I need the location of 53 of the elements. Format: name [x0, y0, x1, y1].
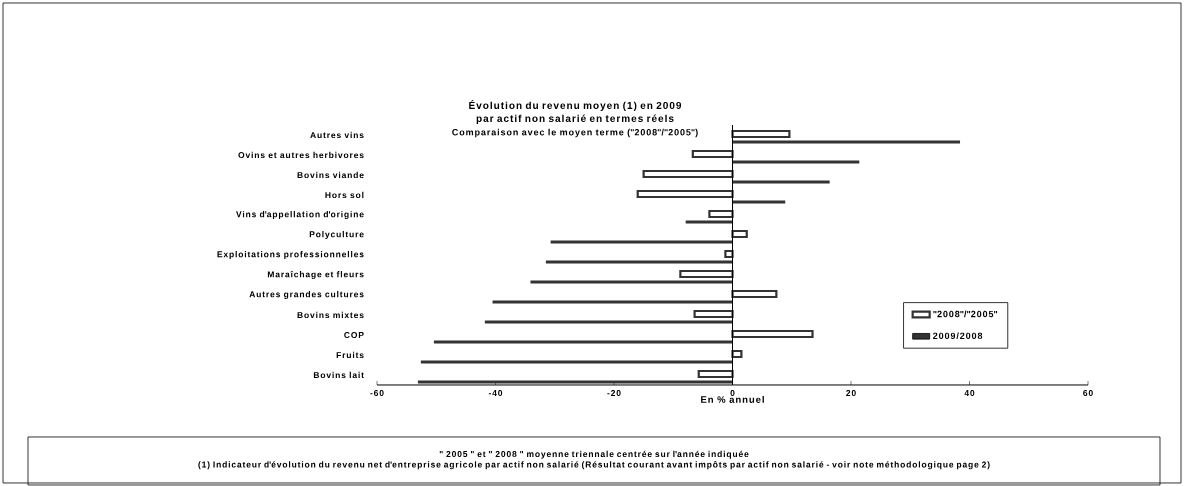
bar: [732, 200, 786, 204]
bar: [530, 280, 733, 284]
bar: [724, 249, 734, 259]
bar: [433, 340, 733, 344]
bar: [642, 169, 734, 179]
x-tick-label: 40: [964, 390, 975, 397]
bar: [679, 269, 734, 279]
bar: [636, 189, 734, 199]
bar: [708, 209, 734, 219]
y-tick-label: Fruits: [336, 351, 364, 359]
bar: [417, 380, 733, 384]
x-tick-label: -20: [607, 390, 621, 397]
x-tick-label: 60: [1083, 390, 1093, 397]
bar: [731, 349, 743, 359]
y-tick-label: Exploitations professionnelles: [217, 251, 364, 259]
chart-subtitle: Comparaison avec le moyen terme ("2008"/"2005"): [452, 128, 698, 138]
bar: [732, 160, 860, 164]
x-axis-title: En % annuel: [701, 395, 764, 403]
y-tick-label: Bovins mixtes: [297, 311, 364, 319]
bar: [731, 129, 791, 139]
y-tick-label: Autres grandes cultures: [249, 291, 364, 299]
legend-label: "2008"/"2005": [933, 310, 998, 318]
x-tick-label: 0: [730, 390, 735, 397]
bar: [550, 240, 733, 244]
y-tick-label: Ovins et autres herbivores: [238, 151, 364, 159]
y-tick-label: COP: [344, 331, 364, 338]
bar: [484, 320, 733, 324]
x-tick-label: -60: [370, 390, 384, 397]
bar: [693, 309, 734, 319]
bar: [545, 260, 733, 264]
bar: [731, 289, 778, 299]
bar: [731, 329, 814, 339]
bar: [732, 180, 830, 184]
y-tick-label: Maraîchage et fleurs: [267, 270, 364, 280]
bar: [691, 149, 734, 159]
x-tick-label: -40: [488, 390, 503, 397]
y-tick-label: Vins d'appellation d'origine: [236, 211, 364, 219]
legend-label: 2009/2008: [933, 332, 983, 340]
bar: [731, 229, 748, 239]
y-tick-label: Autres vins: [310, 131, 364, 139]
text: " 2005 " et " 2008 " moyenne triennale centrée sur l'année indiquée: [439, 450, 749, 459]
chart-title: Évolution du revenu moyen (1) en 2009 par actif non salarié en termes réels: [469, 100, 682, 124]
y-tick-label: Hors sol: [325, 191, 364, 199]
bar: [492, 300, 733, 304]
y-tick-label: Polyculture: [309, 231, 364, 239]
x-tick-label: 20: [846, 390, 856, 397]
y-tick-label: Bovins viande: [297, 171, 364, 179]
text: (1) Indicateur d'évolution du revenu net d'entreprise agricole par actif non salarié (Résultat courant avant impôts par actif non salarié - voir note méthodologique page 2): [198, 461, 990, 470]
y-tick-label: Bovins lait: [313, 371, 364, 379]
bar: [732, 140, 961, 144]
bar: [697, 369, 734, 379]
bar: [685, 220, 733, 224]
bar: [420, 360, 733, 364]
